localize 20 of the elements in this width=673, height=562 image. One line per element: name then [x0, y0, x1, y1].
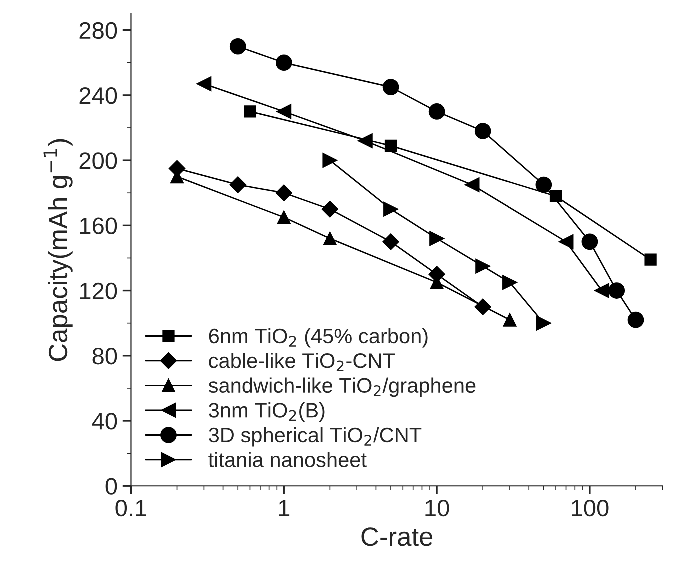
y-tick-label: 120 — [80, 282, 118, 300]
y-tick-label: 200 — [80, 152, 118, 170]
x-tick-label: 100 — [572, 500, 609, 517]
legend-label: sandwich-like TiO$_{2}$/graphene — [208, 378, 476, 398]
legend-label: cable-like TiO$_{2}$-CNT — [209, 353, 395, 372]
legend-label: 3D spherical TiO$_{2}$/CNT — [209, 427, 422, 447]
y-tick-label: 0 — [106, 478, 118, 495]
y-tick-label: 240 — [80, 88, 118, 104]
legend-label: 6nm TiO$_{2}$ (45% carbon) — [209, 328, 428, 348]
legend-label: titania nanosheet — [208, 452, 367, 468]
x-tick-label: 0.1 — [116, 500, 146, 517]
x-axis-title: C-rate — [362, 528, 433, 546]
y-tick-label: 280 — [80, 22, 118, 40]
legend-label: 3nm TiO$_{2}$(B) — [209, 402, 325, 422]
y-tick-label: 40 — [92, 413, 118, 430]
x-tick-label: 1 — [279, 500, 290, 516]
y-axis-title: Capacity(mAh g$^{−1}$) — [44, 139, 73, 362]
y-tick-label: 80 — [92, 348, 118, 365]
y-tick-label: 160 — [80, 218, 118, 234]
x-tick-label: 10 — [426, 500, 450, 517]
